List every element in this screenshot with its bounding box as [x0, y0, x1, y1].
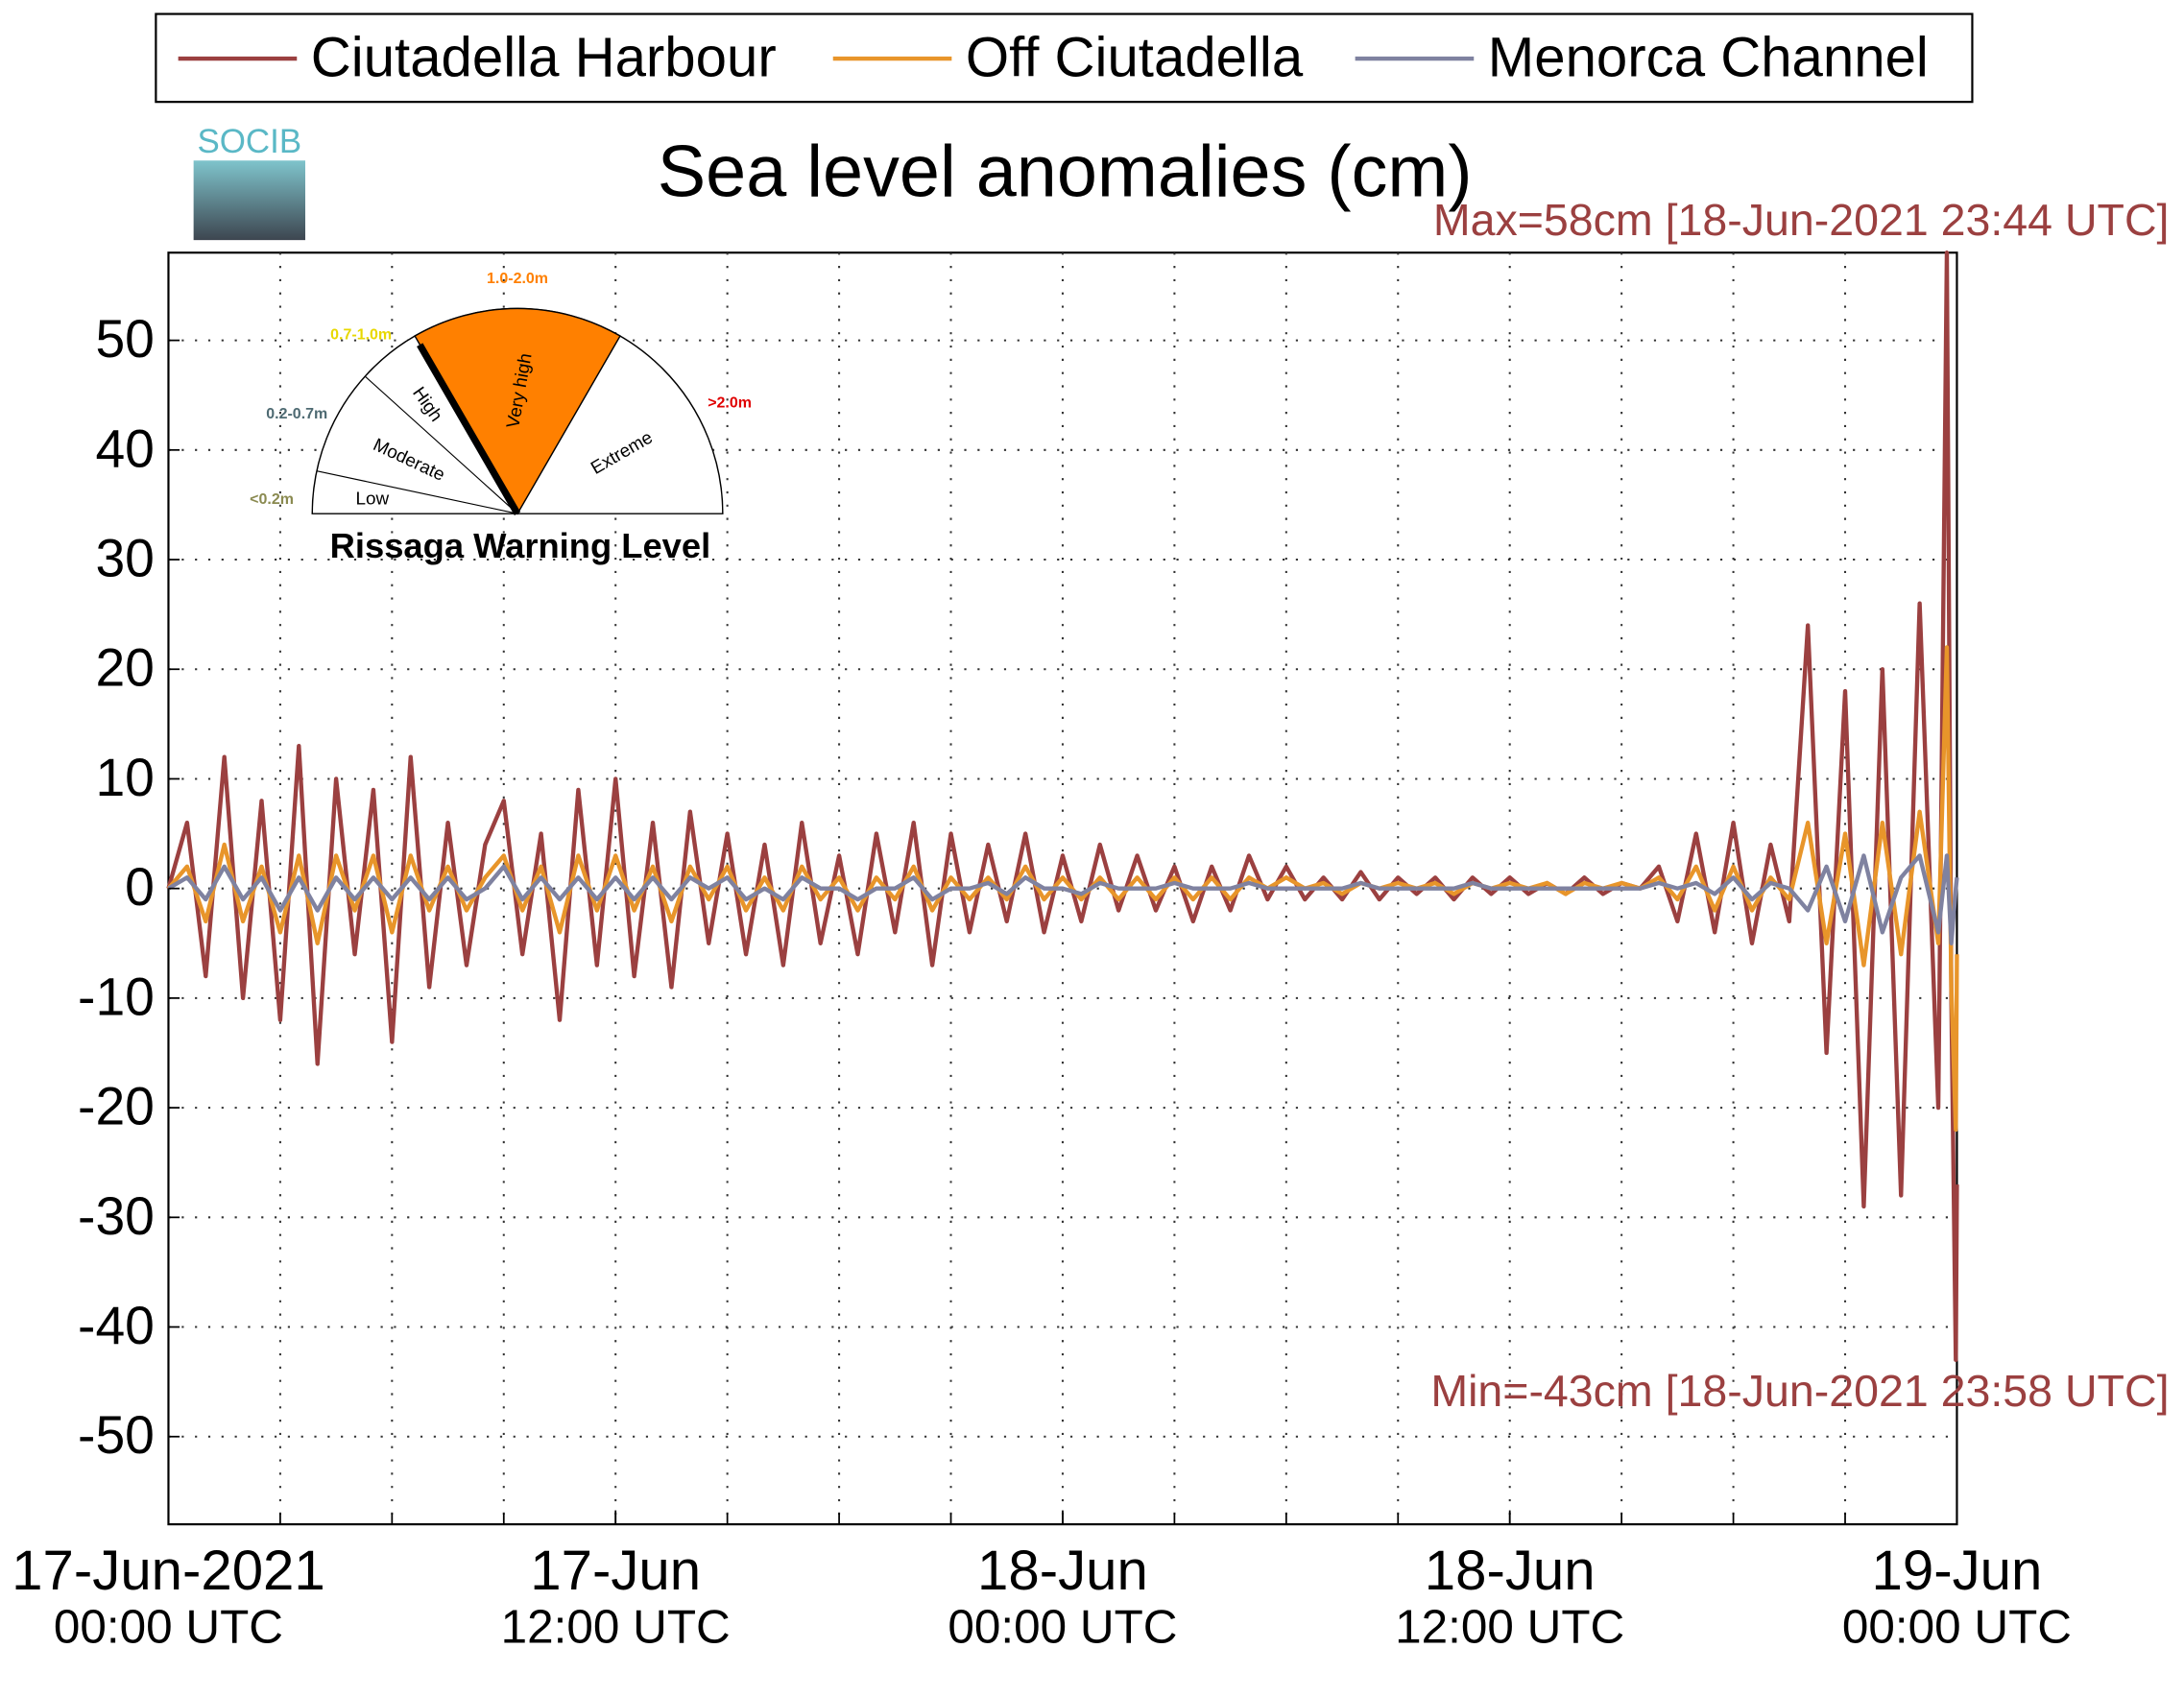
level-range: 1.0-2.0m	[487, 271, 548, 287]
gauge-divider	[364, 375, 518, 514]
y-tick-label: 0	[125, 857, 155, 917]
level-range: 0.2-0.7m	[266, 406, 327, 422]
x-tick-sublabel: 00:00 UTC	[1842, 1601, 2072, 1654]
y-tick-label: 20	[95, 638, 154, 698]
x-tick-label: 17-Jun	[530, 1540, 701, 1602]
inset-title: Rissaga Warning Level	[330, 526, 711, 565]
gauge-divider	[316, 470, 518, 514]
series-line	[167, 853, 1959, 945]
x-tick-label: 18-Jun	[1425, 1540, 1596, 1602]
x-tick-sublabel: 12:00 UTC	[1395, 1601, 1624, 1654]
y-tick-label: -10	[78, 967, 155, 1026]
level-range: >2.0m	[708, 395, 752, 412]
lines	[166, 251, 1959, 1362]
x-tick-sublabel: 12:00 UTC	[501, 1601, 731, 1654]
chart-title: Sea level anomalies (cm)	[658, 132, 1473, 213]
x-tick-label: 19-Jun	[1872, 1540, 2043, 1602]
x-tick-sublabel: 00:00 UTC	[948, 1601, 1177, 1654]
legend-label: Menorca Channel	[1488, 26, 1929, 88]
y-tick-label: -30	[78, 1186, 155, 1246]
level-range: 0.7-1.0m	[330, 326, 392, 343]
logo-wave	[193, 160, 305, 241]
annotation: Min=-43cm [18-Jun-2021 23:58 UTC]	[1430, 1366, 2169, 1416]
y-tick-label: -40	[78, 1296, 155, 1355]
legend: Ciutadella Harbour Off Ciutadella Menorca …	[178, 26, 1929, 88]
y-tick-label: -50	[78, 1405, 155, 1465]
series-line	[166, 251, 1959, 1362]
y-axis: -50 -40 -30 -20 -10 0 10 20 30 40 50	[78, 309, 180, 1465]
logo-text: SOCIB	[198, 123, 302, 160]
annotation: Max=58cm [18-Jun-2021 23:44 UTC]	[1433, 195, 2170, 245]
y-tick-label: -20	[78, 1077, 155, 1136]
x-tick-label: 17-Jun-2021	[12, 1540, 325, 1602]
gauge-needle	[417, 343, 521, 516]
y-tick-label: 10	[95, 748, 154, 807]
y-tick-label: 50	[95, 309, 154, 369]
legend-label: Ciutadella Harbour	[311, 26, 777, 88]
y-tick-label: 30	[95, 529, 154, 588]
x-tick-label: 18-Jun	[977, 1540, 1148, 1602]
level-range: <0.2m	[250, 491, 294, 508]
legend-label: Off Ciutadella	[966, 26, 1304, 88]
y-tick-label: 40	[95, 418, 154, 478]
level-name: Low	[355, 490, 389, 510]
x-tick-sublabel: 00:00 UTC	[54, 1601, 283, 1654]
logo: SOCIB	[193, 123, 305, 241]
legend-box	[155, 12, 1974, 104]
gauge-sector	[414, 307, 621, 515]
